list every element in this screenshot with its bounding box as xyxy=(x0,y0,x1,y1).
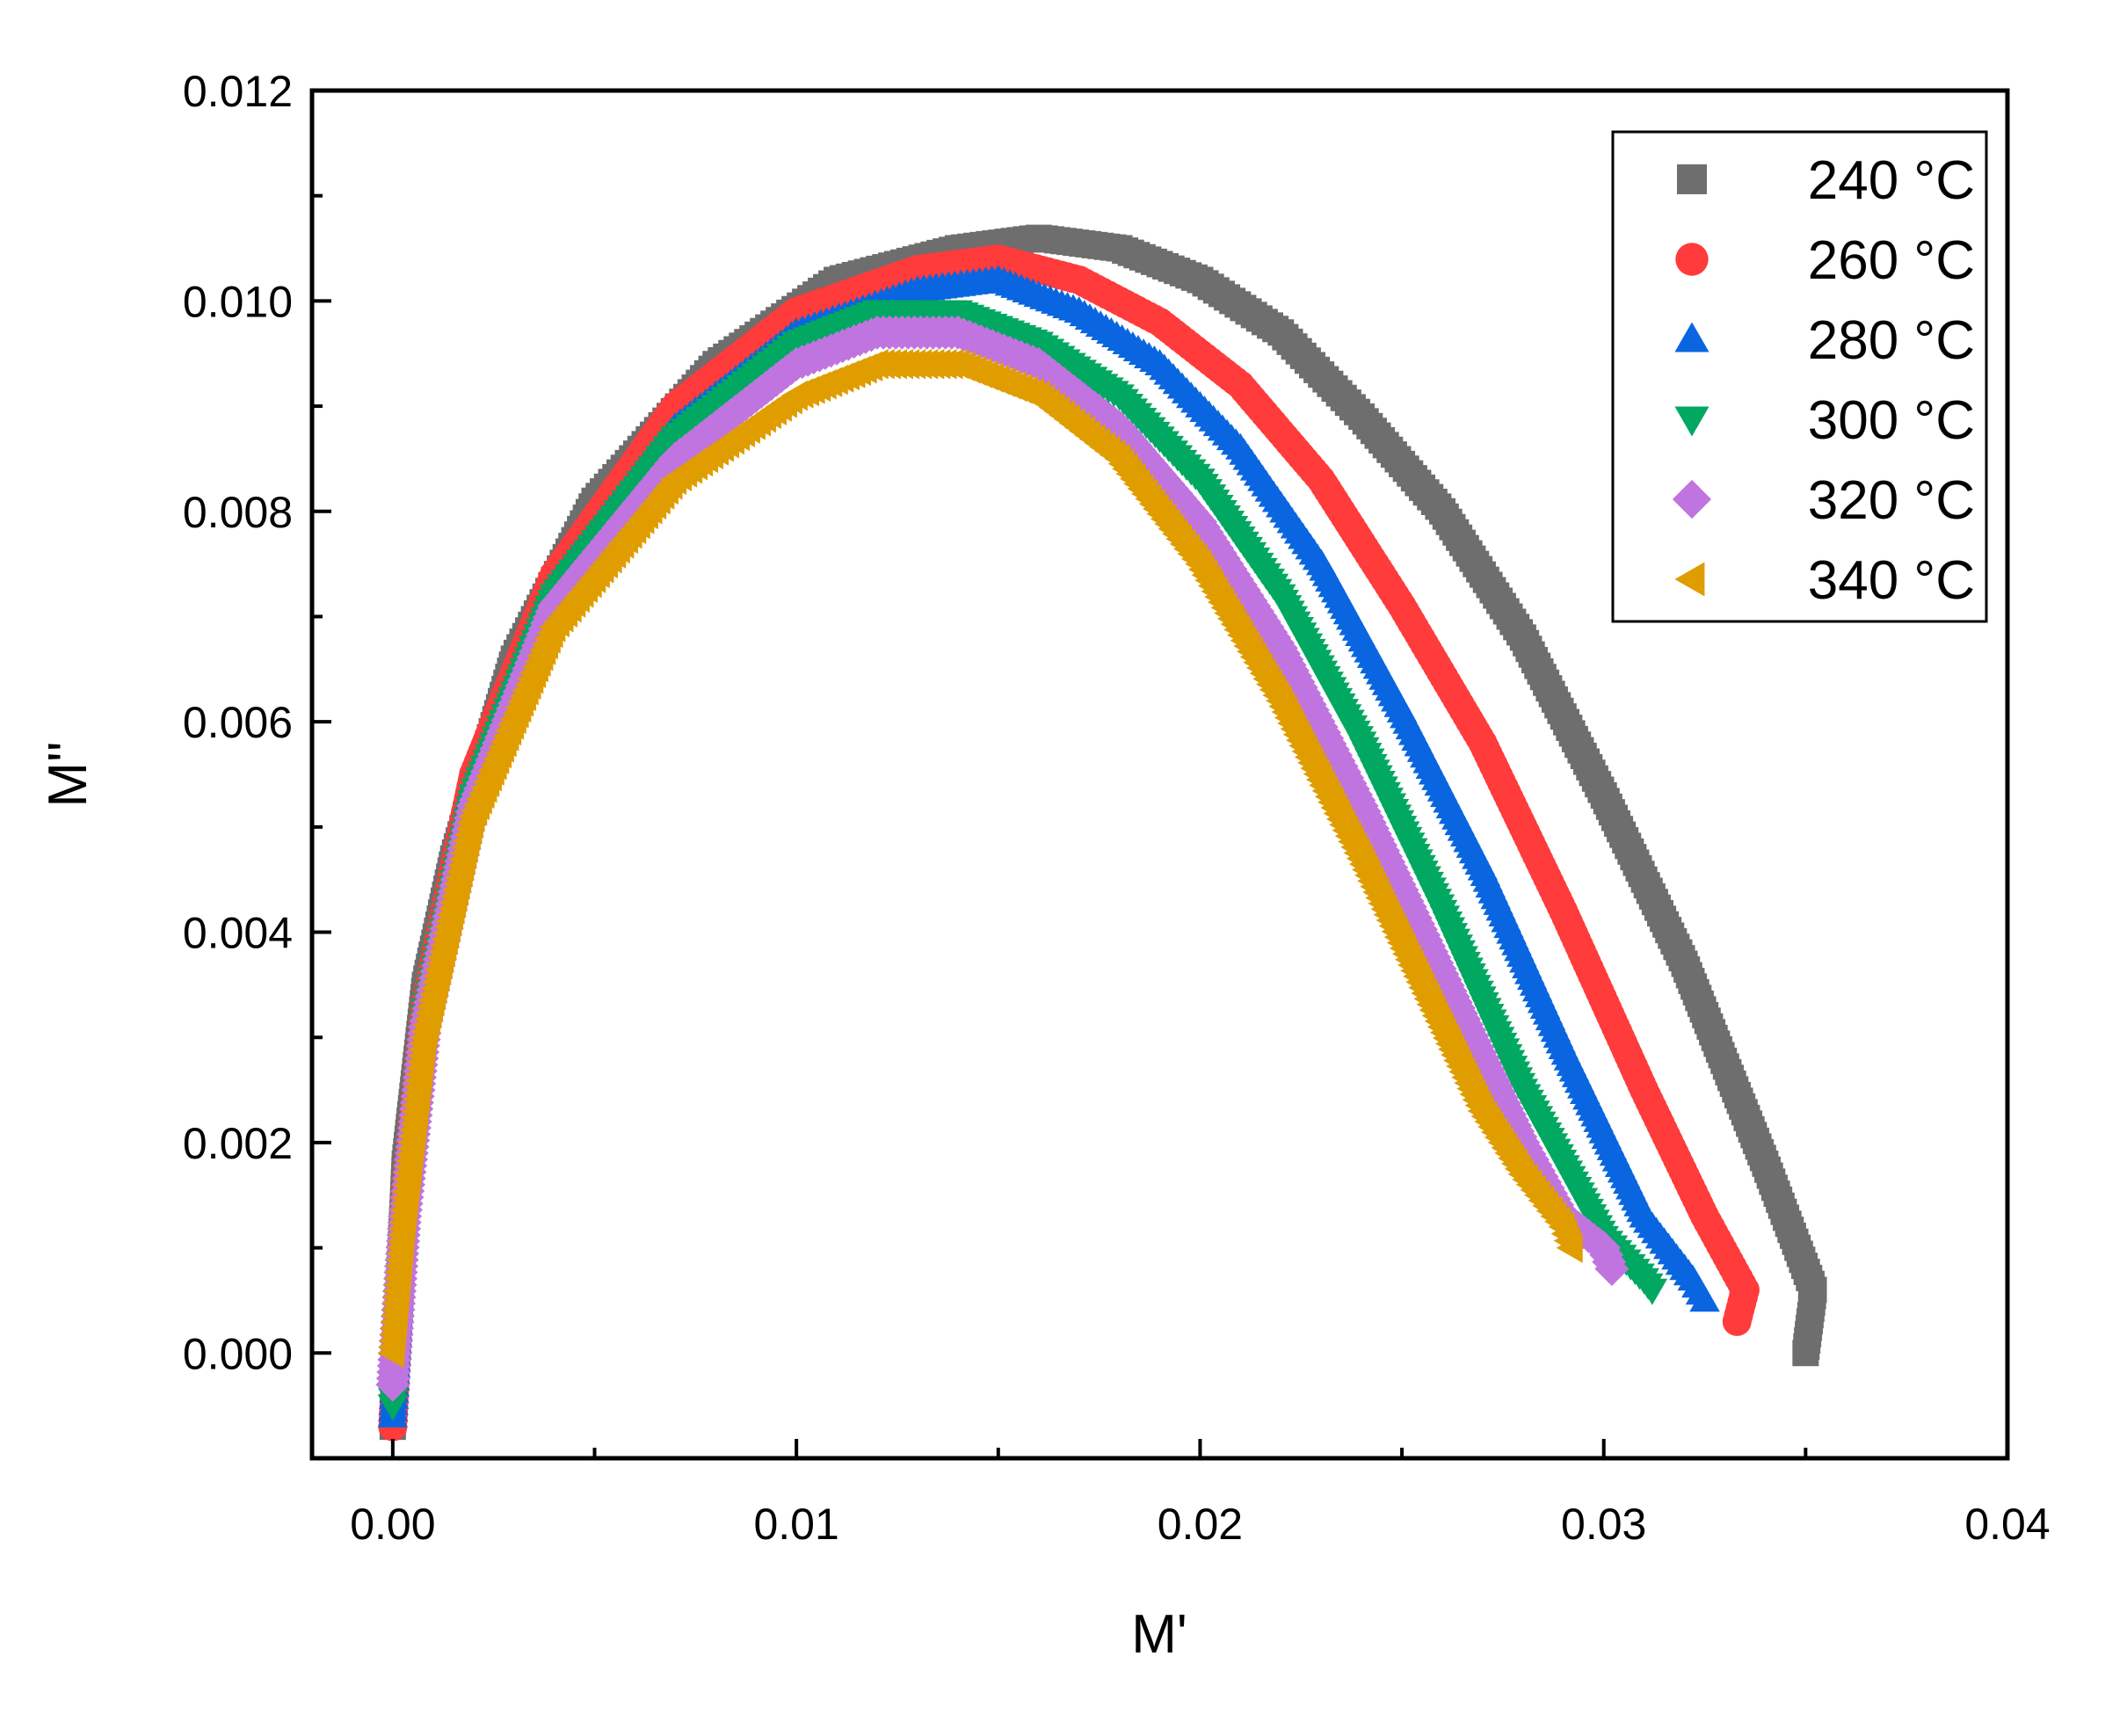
series-340 xyxy=(377,348,1583,1369)
legend-label: 280 °C xyxy=(1808,310,1975,371)
series-layer xyxy=(375,224,1827,1442)
y-tick-label: 0.000 xyxy=(183,1329,293,1378)
data-point xyxy=(1792,1340,1819,1367)
legend-label: 240 °C xyxy=(1808,150,1975,211)
x-tick-label: 0.03 xyxy=(1561,1500,1646,1549)
x-tick-label: 0.01 xyxy=(753,1500,838,1549)
series-260 xyxy=(378,244,1760,1442)
y-axis-title: M'' xyxy=(38,741,98,807)
data-point xyxy=(1594,1252,1630,1287)
legend-label: 340 °C xyxy=(1808,550,1975,611)
y-tick-label: 0.004 xyxy=(183,909,293,958)
legend-box xyxy=(1611,130,1988,623)
legend-marker xyxy=(1677,164,1707,194)
y-tick-label: 0.006 xyxy=(183,698,293,747)
axis-ticks: 0.00 0.01 0.02 0.03 0.04 0.000 0.002 0.004 0.006… xyxy=(183,67,2051,1549)
legend-label: 300 °C xyxy=(1808,390,1975,451)
x-tick-label: 0.02 xyxy=(1158,1500,1243,1549)
data-point xyxy=(1637,1278,1668,1305)
legend-marker xyxy=(1675,243,1709,276)
y-tick-label: 0.012 xyxy=(183,67,293,116)
x-tick-label: 0.00 xyxy=(350,1500,435,1549)
legend-marker xyxy=(1674,562,1705,597)
legend: 240 °C 260 °C 280 °C 300 °C 320 °C 340 °C xyxy=(1611,130,1988,623)
data-point xyxy=(1689,1285,1720,1312)
y-tick-label: 0.010 xyxy=(183,277,293,326)
plot-frame xyxy=(309,88,2010,1461)
series-320 xyxy=(375,315,1630,1402)
x-tick-label: 0.04 xyxy=(1964,1500,2050,1549)
data-point xyxy=(1722,1306,1752,1336)
legend-label: 260 °C xyxy=(1808,230,1975,291)
legend-marker xyxy=(1674,322,1709,352)
y-tick-label: 0.008 xyxy=(183,488,293,537)
legend-marker xyxy=(1672,479,1712,519)
legend-marker xyxy=(1674,406,1709,437)
x-axis-title: M' xyxy=(1131,1604,1187,1665)
data-point xyxy=(1556,1232,1583,1263)
y-tick-label: 0.002 xyxy=(183,1119,293,1168)
legend-label: 320 °C xyxy=(1808,470,1975,531)
